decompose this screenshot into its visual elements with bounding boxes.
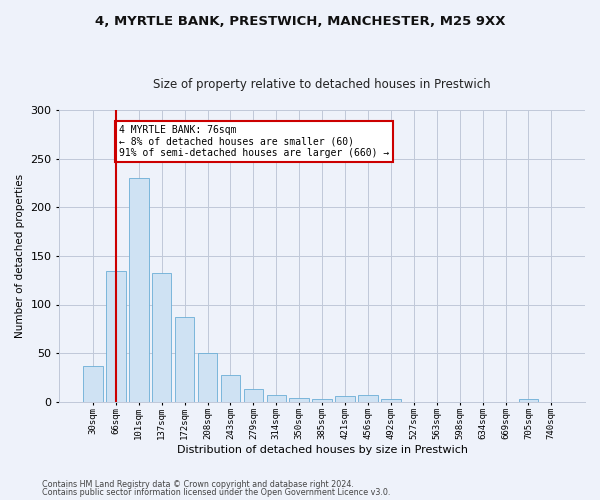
- Bar: [358, 395, 378, 402]
- Bar: [106, 270, 125, 402]
- Bar: [198, 353, 217, 402]
- Bar: [381, 398, 401, 402]
- Bar: [152, 274, 172, 402]
- Text: Contains public sector information licensed under the Open Government Licence v3: Contains public sector information licen…: [42, 488, 391, 497]
- Text: 4, MYRTLE BANK, PRESTWICH, MANCHESTER, M25 9XX: 4, MYRTLE BANK, PRESTWICH, MANCHESTER, M…: [95, 15, 505, 28]
- Bar: [335, 396, 355, 402]
- Bar: [266, 395, 286, 402]
- X-axis label: Distribution of detached houses by size in Prestwich: Distribution of detached houses by size …: [176, 445, 467, 455]
- Text: 4 MYRTLE BANK: 76sqm
← 8% of detached houses are smaller (60)
91% of semi-detach: 4 MYRTLE BANK: 76sqm ← 8% of detached ho…: [119, 125, 389, 158]
- Y-axis label: Number of detached properties: Number of detached properties: [15, 174, 25, 338]
- Bar: [313, 398, 332, 402]
- Bar: [83, 366, 103, 402]
- Bar: [519, 398, 538, 402]
- Bar: [289, 398, 309, 402]
- Title: Size of property relative to detached houses in Prestwich: Size of property relative to detached ho…: [154, 78, 491, 91]
- Bar: [221, 376, 240, 402]
- Bar: [244, 389, 263, 402]
- Text: Contains HM Land Registry data © Crown copyright and database right 2024.: Contains HM Land Registry data © Crown c…: [42, 480, 354, 489]
- Bar: [129, 178, 149, 402]
- Bar: [175, 317, 194, 402]
